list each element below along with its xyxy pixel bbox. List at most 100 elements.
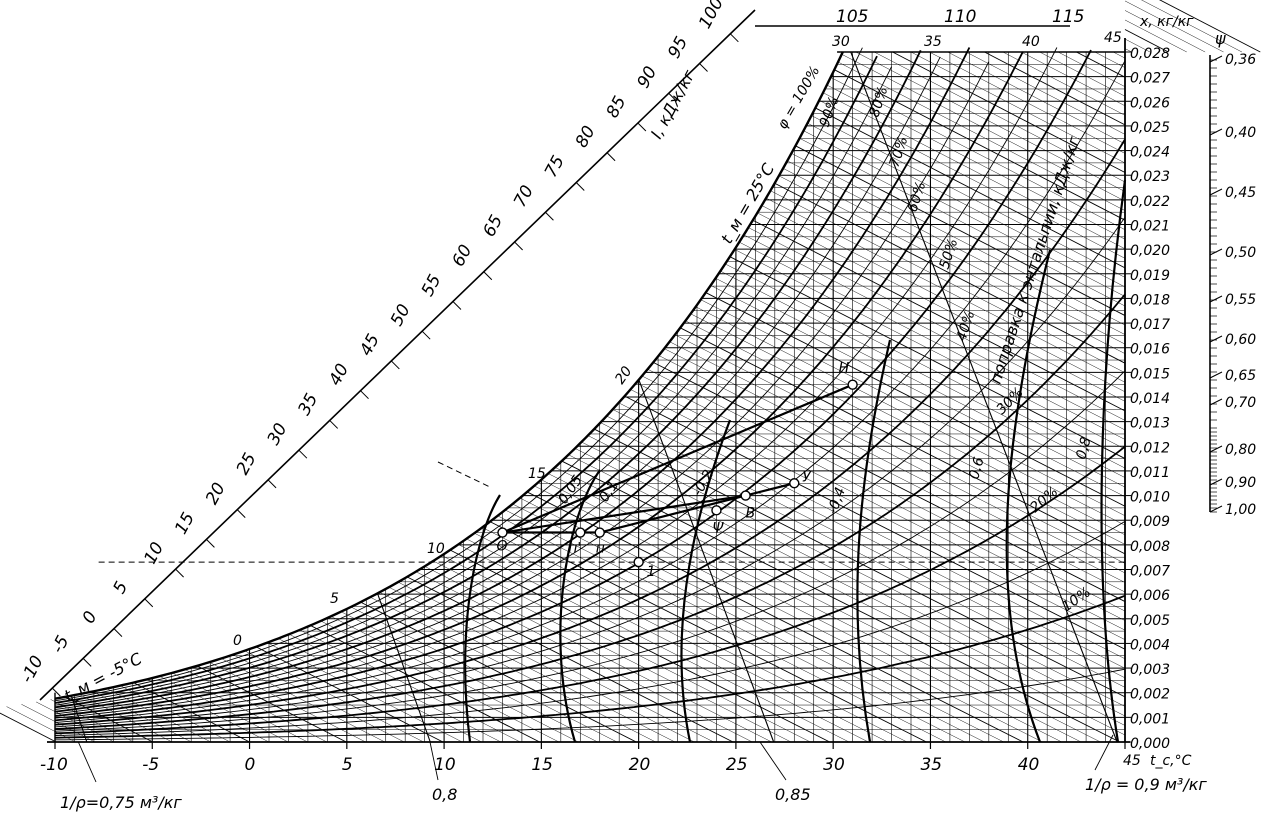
rh-curve [54, 51, 1024, 717]
process-point-label: O [496, 539, 507, 555]
enthalpy-line [600, 422, 1126, 688]
enthalpy-line [541, 479, 1062, 743]
enthalpy-line [641, 375, 1126, 621]
enthalpy-line [1039, 51, 1126, 97]
enthalpy-line [715, 278, 1126, 488]
enthalpy-line [710, 285, 1126, 497]
y-tick-label: 0,010 [1130, 490, 1170, 506]
enthalpy-tick [113, 628, 123, 637]
top-enthalpy-label: 105 [836, 7, 868, 27]
x-tick-label: 10 [434, 755, 456, 775]
y-tick-label: 0,012 [1130, 440, 1170, 456]
psi-major-tick [1209, 371, 1223, 379]
process-point [789, 478, 800, 489]
enthalpy-tick [514, 241, 523, 251]
enthalpy-tick-label: 20 [202, 480, 230, 508]
enthalpy-line [748, 227, 1126, 421]
x-tick-label: 25 [726, 755, 748, 775]
enthalpy-line [729, 256, 1126, 459]
density-line [376, 593, 431, 743]
enthalpy-line [433, 560, 792, 743]
y-tick-label: 0,009 [1130, 514, 1170, 530]
density-leader [1094, 734, 1114, 771]
dashed-line [437, 461, 493, 489]
enthalpy-line [815, 107, 1126, 269]
enthalpy-line [1057, 51, 1126, 87]
density-label: 0,8 [432, 785, 457, 804]
enthalpy-tick-label: 25 [233, 450, 261, 478]
enthalpy-line [680, 327, 1126, 555]
y-tick-label: 0,015 [1130, 366, 1170, 382]
enthalpy-tick [267, 479, 277, 489]
enthalpy-line [0, 712, 57, 743]
wet-bulb-label: 40 [1022, 34, 1040, 50]
process-point-label: B [746, 506, 756, 522]
enthalpy-tick-label: 35 [294, 390, 322, 418]
rh-curve-minor [54, 521, 1126, 736]
enthalpy-tick-label: 60 [449, 242, 477, 270]
y-tick-label: 0,018 [1130, 292, 1170, 308]
enthalpy-tick-label: 50 [387, 301, 415, 329]
correction-curve [1100, 179, 1127, 743]
enthalpy-line [1124, 10, 1206, 53]
enthalpy-line [774, 182, 1126, 364]
enthalpy-line [811, 115, 1126, 278]
y-tick-label: 0,002 [1130, 687, 1170, 703]
enthalpy-line [874, 51, 1126, 183]
enthalpy-line [725, 263, 1126, 469]
rh-curve [54, 445, 1126, 735]
y-tick-label: 0,007 [1130, 564, 1170, 580]
psi-tick-label: 1,00 [1225, 502, 1256, 518]
psi-tick-label: 0,90 [1225, 475, 1256, 491]
enthalpy-line [658, 355, 1126, 593]
wet-bulb-high-label: t_м = 25°C [717, 159, 779, 247]
humidity-grid [55, 51, 1125, 743]
psi-tick-label: 0,60 [1225, 332, 1256, 348]
rh-curve [54, 47, 971, 713]
enthalpy-correction-curves [464, 179, 1127, 743]
x-tick-label: -10 [40, 755, 68, 775]
y-tick-label: 0,014 [1130, 391, 1170, 407]
rh-label: 30% [994, 385, 1027, 418]
enthalpy-tick [144, 598, 154, 608]
enthalpy-line [1124, 19, 1187, 53]
correction-label: поправка к энтальпии, кДж/кг [986, 134, 1084, 387]
x-tick-label: 30 [823, 755, 845, 775]
y-tick-label: 0,006 [1130, 588, 1170, 604]
rh-curve-minor [54, 47, 863, 702]
process-point [633, 556, 644, 568]
enthalpy-line [548, 473, 1082, 743]
process-line [745, 482, 795, 497]
enthalpy-line [1076, 51, 1126, 78]
enthalpy-tick [699, 63, 708, 72]
enthalpy-line [489, 521, 927, 743]
rh-label: φ = 100% [775, 63, 824, 132]
enthalpy-line [674, 334, 1126, 564]
enthalpy-tick [329, 420, 339, 429]
process-point-label: У [802, 469, 812, 485]
wet-bulb-label: 5 [330, 591, 339, 607]
enthalpy-line [350, 606, 618, 743]
enthalpy-line [855, 51, 1126, 192]
enthalpy-line [752, 219, 1126, 412]
y-tick-label: 0,028 [1130, 46, 1170, 62]
enthalpy-line [892, 51, 1126, 173]
enthalpy-line [618, 402, 1126, 659]
enthalpy-tick [483, 271, 493, 281]
process-point-label: п [596, 541, 605, 557]
rh-curve-minor [54, 370, 1126, 732]
enthalpy-line [330, 616, 579, 743]
y-tick-label: 0,013 [1130, 416, 1170, 432]
enthalpy-line [310, 625, 540, 743]
y-tick-label: 0,019 [1130, 268, 1170, 284]
enthalpy-line [370, 597, 656, 743]
rh-curve-minor [54, 217, 1126, 728]
enthalpy-line [1124, 0, 1224, 53]
enthalpy-line [21, 704, 95, 743]
enthalpy-line [1141, 0, 1243, 53]
enthalpy-line [561, 460, 1120, 743]
top-enthalpy-label: 110 [944, 7, 976, 27]
enthalpy-line [1021, 51, 1126, 106]
enthalpy-line [449, 549, 830, 743]
